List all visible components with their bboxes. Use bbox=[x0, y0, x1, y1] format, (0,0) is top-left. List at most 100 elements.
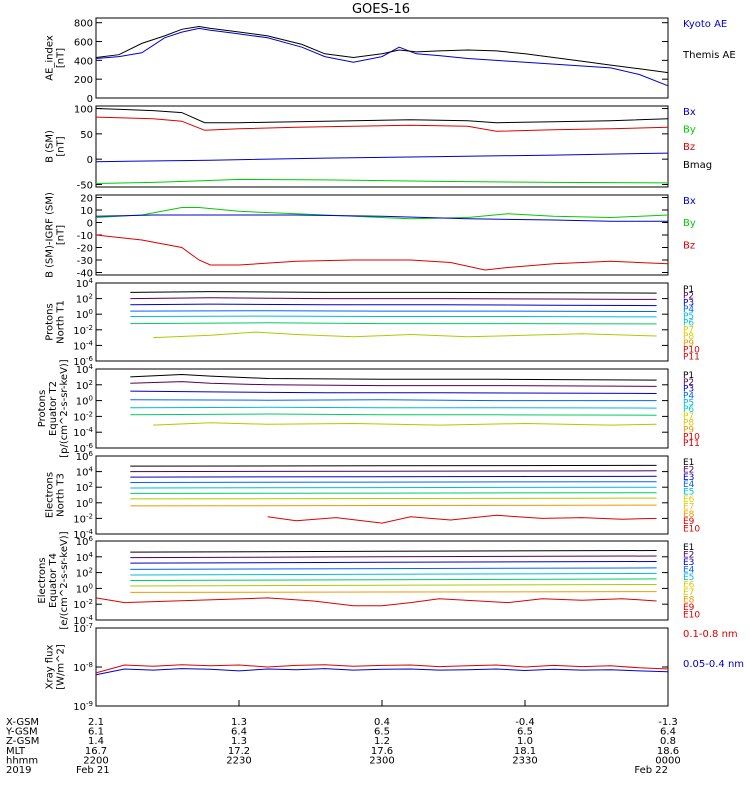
series-p6 bbox=[130, 322, 657, 325]
ephemeris-value: 1.0 bbox=[517, 736, 533, 747]
legend-entry: P2 bbox=[683, 292, 694, 302]
panel-frame bbox=[95, 105, 669, 188]
series-kyoto-ae bbox=[95, 27, 669, 87]
legend-entry: E9 bbox=[683, 603, 695, 613]
legend-entry: P9 bbox=[683, 426, 694, 436]
panel-frame bbox=[95, 368, 669, 449]
y-axis-label: North T3 bbox=[56, 473, 67, 517]
series-p4 bbox=[130, 399, 657, 402]
series-p1 bbox=[130, 373, 657, 381]
y-tick-label: 10 bbox=[80, 206, 93, 217]
y-tick-label: 10-2 bbox=[73, 410, 93, 423]
panel-frame bbox=[95, 455, 669, 535]
y-axis-label: Equator T4 bbox=[48, 553, 59, 608]
y-axis-label: Electrons bbox=[45, 472, 56, 518]
panel-xray bbox=[95, 627, 669, 707]
series-e5 bbox=[130, 572, 657, 576]
y-axis-label: Electrons bbox=[37, 557, 48, 603]
y-tick-label: 0 bbox=[87, 155, 93, 166]
ephemeris-value: 0.8 bbox=[660, 736, 676, 747]
y-tick-label: 102 bbox=[76, 567, 93, 580]
series-e3 bbox=[130, 561, 657, 564]
legend-entry: Bz bbox=[683, 142, 695, 153]
legend-entry: Bz bbox=[683, 240, 695, 251]
y-tick-label: 0 bbox=[87, 94, 93, 105]
ephemeris-row-label: Z-GSM bbox=[6, 736, 39, 747]
y-tick-label: 10-2 bbox=[73, 512, 93, 525]
series-p7 bbox=[153, 422, 657, 426]
ephemeris-row-label: X-GSM bbox=[6, 717, 39, 728]
panel-frame bbox=[95, 17, 669, 99]
legend-entry: E5 bbox=[683, 488, 694, 498]
legend-entry: E4 bbox=[683, 566, 695, 576]
y-tick-label: 102 bbox=[76, 379, 93, 392]
y-axis-label: [W/m^2] bbox=[56, 644, 67, 690]
legend-entry: 0.05-0.4 nm bbox=[683, 659, 744, 670]
series-e2 bbox=[130, 555, 657, 559]
series-e9 bbox=[267, 514, 657, 524]
y-tick-label: 100 bbox=[74, 105, 93, 116]
y-tick-label: 106 bbox=[76, 535, 94, 548]
legend-entry: E5 bbox=[683, 573, 694, 583]
y-tick-label: 10-2 bbox=[73, 324, 93, 337]
ephemeris-value: 2300 bbox=[369, 755, 394, 766]
ephemeris-value: 2230 bbox=[226, 755, 251, 766]
ephemeris-value: 1.2 bbox=[374, 736, 390, 747]
ephemeris-value: 6.5 bbox=[374, 727, 390, 738]
y-axis-label: [nT] bbox=[56, 48, 67, 68]
series-by bbox=[95, 207, 669, 220]
y-tick-label: 104 bbox=[76, 363, 94, 376]
ephemeris-value: 1.3 bbox=[231, 736, 247, 747]
y-tick-label: 104 bbox=[76, 466, 94, 479]
ephemeris-value: 0.4 bbox=[374, 717, 390, 728]
series-bz bbox=[95, 116, 669, 132]
series-e1 bbox=[130, 464, 657, 467]
y-tick-label: 0 bbox=[87, 219, 93, 230]
series-e4 bbox=[130, 567, 657, 570]
ephemeris-row-label: 2019 bbox=[6, 765, 31, 776]
series-0-1-0-8-nm bbox=[95, 664, 669, 674]
series-e3 bbox=[130, 475, 657, 478]
legend-entry: P2 bbox=[683, 378, 694, 388]
legend-entry: P9 bbox=[683, 339, 694, 349]
ephemeris-value: 1.4 bbox=[88, 736, 104, 747]
y-tick-label: 600 bbox=[74, 38, 93, 49]
legend-entry: E2 bbox=[683, 551, 694, 561]
series-bx bbox=[95, 214, 668, 222]
legend-entry: P10 bbox=[683, 432, 700, 442]
series-p4 bbox=[130, 310, 657, 312]
legend-entry: By bbox=[683, 218, 696, 229]
series-p3 bbox=[130, 390, 657, 394]
legend-entry: P3 bbox=[683, 385, 694, 395]
legend-entry: Themis AE bbox=[682, 50, 736, 61]
ephemeris-value: 6.4 bbox=[660, 727, 676, 738]
y-tick-label: 100 bbox=[76, 395, 93, 408]
series-e7 bbox=[130, 497, 657, 500]
ephemeris-value: 18.6 bbox=[657, 746, 679, 757]
legend-entry: E3 bbox=[683, 473, 694, 483]
legend-entry: E8 bbox=[683, 596, 695, 606]
series-p6 bbox=[130, 413, 657, 416]
y-tick-label: 20 bbox=[80, 194, 93, 205]
y-tick-label: 100 bbox=[76, 582, 93, 595]
legend-entry: Bmag bbox=[683, 160, 712, 171]
legend-entry: E9 bbox=[683, 517, 695, 527]
y-axis-label: Protons bbox=[45, 303, 56, 340]
legend-entry: P5 bbox=[683, 398, 694, 408]
legend-entry: P11 bbox=[683, 352, 700, 362]
y-axis-label: North T1 bbox=[56, 300, 67, 344]
legend-entry: E7 bbox=[683, 502, 694, 512]
y-axis-label: Xray flux bbox=[45, 645, 56, 690]
ephemeris-row-label: MLT bbox=[6, 746, 26, 757]
legend-entry: P1 bbox=[683, 371, 694, 381]
legend-entry: P11 bbox=[683, 439, 700, 449]
panel-enorth bbox=[95, 455, 669, 535]
series-e8 bbox=[130, 504, 657, 507]
legend-entry: E10 bbox=[683, 611, 700, 621]
legend-entry: P8 bbox=[683, 332, 694, 342]
y-tick-label: -30 bbox=[77, 256, 93, 267]
legend-entry: P6 bbox=[683, 319, 694, 329]
y-tick-label: 800 bbox=[74, 19, 93, 30]
legend-entry: P8 bbox=[683, 419, 694, 429]
ephemeris-value: 18.1 bbox=[514, 746, 536, 757]
